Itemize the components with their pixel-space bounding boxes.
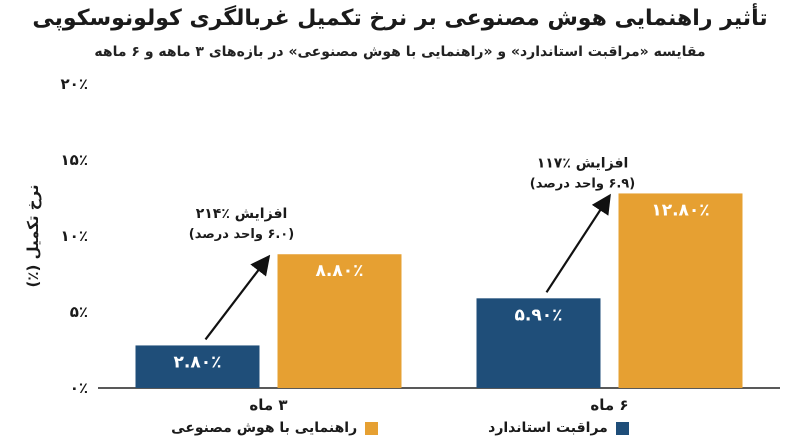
y-tick-label: ۱۵٪ (61, 151, 88, 169)
legend-swatch-ai-guidance (365, 421, 379, 435)
chart-subtitle: مقایسه «مراقبت استاندارد» و «راهنمایی با… (94, 44, 706, 60)
increase-annotation-detail: (۶.۹ واحد درصد) (530, 176, 635, 191)
legend: مراقبت استاندارد راهنمایی با هوش مصنوعی (0, 420, 800, 436)
bar (476, 298, 601, 388)
bar-data-label: ۱۲.۸۰٪ (651, 200, 709, 220)
increase-annotation-detail: (۶.۰ واحد درصد) (189, 227, 294, 242)
y-axis-label: نرخ تکمیل (٪) (24, 184, 42, 287)
increase-arrow (204, 254, 271, 341)
y-tick-label: ۲۰٪ (61, 75, 88, 93)
legend-label-standard-care: مراقبت استاندارد (488, 420, 608, 436)
bar-data-label: ۸.۸۰٪ (316, 261, 364, 281)
bar-data-label: ۲.۸۰٪ (174, 352, 222, 372)
y-tick-label: ۰٪ (70, 379, 88, 397)
legend-item-standard-care: مراقبت استاندارد (488, 420, 629, 436)
legend-item-ai-guidance: راهنمایی با هوش مصنوعی (171, 420, 379, 436)
increase-arrow (545, 193, 611, 293)
y-tick-label: ۵٪ (70, 303, 88, 321)
bar (618, 193, 743, 388)
increase-annotation: افزایش ٪۲۱۴ (196, 206, 288, 222)
increase-annotation: افزایش ٪۱۱۷ (537, 155, 629, 171)
x-tick-label: ۳ ماه (249, 396, 287, 414)
bar (277, 254, 402, 388)
chart-title: تأثیر راهنمایی هوش مصنوعی بر نرخ تکمیل غ… (32, 6, 768, 31)
x-tick-label: ۶ ماه (590, 396, 628, 414)
legend-swatch-standard-care (615, 421, 629, 435)
bar-data-label: ۵.۹۰٪ (515, 305, 563, 325)
y-tick-label: ۱۰٪ (61, 227, 88, 245)
bar (135, 345, 260, 388)
legend-label-ai-guidance: راهنمایی با هوش مصنوعی (171, 420, 358, 436)
